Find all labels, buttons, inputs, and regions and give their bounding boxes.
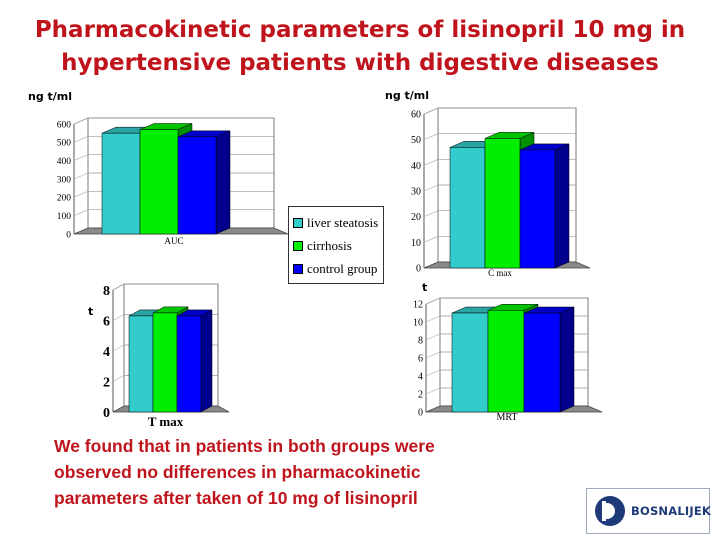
cmax-tick-label: 10 (411, 238, 421, 249)
legend-swatch-control-group (293, 263, 303, 274)
cmax-category-label: C max (488, 268, 512, 278)
slide-title: Pharmacokinetic parameters of lisinopril… (0, 14, 720, 80)
cmax-tick-label: 40 (411, 161, 421, 172)
cmax-unit-label: ng t/ml (385, 89, 430, 102)
conclusion-line-2: observed no differences in pharmacokinet… (54, 462, 421, 482)
mrt-tick-label: 2 (418, 390, 423, 401)
cmax-tick-label: 60 (411, 110, 421, 121)
tmax-category-label: T max (148, 414, 184, 429)
cmax-bar-control-group (519, 143, 570, 269)
tmax-tick-label: 4 (103, 345, 110, 360)
legend-swatch-liver-steatosis (293, 217, 303, 228)
mrt-gridline-side (425, 333, 441, 341)
cmax-gridline-side (423, 133, 439, 140)
legend-item-liver-steatosis: liver steatosis (293, 211, 383, 234)
cmax-tick-label: 20 (411, 212, 421, 223)
auc-gridline-side (73, 136, 89, 143)
auc-tick-label: 100 (57, 212, 72, 222)
tmax-tick-label: 6 (103, 314, 110, 329)
cmax-tick-label: 50 (411, 135, 421, 146)
logo-text: BOSNALIJEK (631, 504, 712, 518)
mrt-gridline-side (425, 351, 441, 359)
conclusion-text: We found that in patients in both groups… (54, 433, 594, 511)
mrt-chart: 0 2 4 6 8 10 12 MRT (413, 297, 603, 423)
legend-label: liver steatosis (307, 214, 379, 230)
tmax-gridline-side (112, 344, 125, 352)
tmax-tick-label: 8 (103, 284, 110, 299)
mrt-tick-label: 12 (413, 300, 423, 311)
chart-legend: liver steatosis cirrhosis control group (288, 206, 384, 284)
mrt-tick-label: 6 (418, 354, 423, 365)
mrt-tick-label: 10 (413, 318, 423, 329)
mrt-bar-control-group (523, 306, 575, 413)
mrt-tick-label: 0 (418, 408, 423, 419)
auc-unit-label: ng t/ml (28, 90, 73, 103)
tmax-unit-label: t (88, 305, 94, 318)
mrt-tick-label: 8 (418, 336, 423, 347)
legend-label: cirrhosis (307, 237, 352, 253)
auc-tick-label: 200 (57, 194, 72, 204)
cmax-gridline-side (423, 184, 439, 192)
auc-category-label: AUC (164, 236, 183, 246)
auc-tick-label: 600 (57, 120, 72, 130)
mrt-gridline-side (425, 297, 441, 305)
auc-tick-label: 400 (57, 157, 72, 167)
tmax-gridline-side (112, 283, 125, 291)
auc-gridline-side (73, 209, 89, 216)
tmax-chart: 0 2 4 6 8 T max (103, 283, 230, 429)
auc-tick-label: 500 (57, 139, 72, 149)
legend-item-cirrhosis: cirrhosis (293, 234, 383, 257)
conclusion-line-3: parameters after taken of 10 mg of lisin… (54, 488, 418, 508)
auc-gridline-side (73, 117, 89, 125)
legend-swatch-cirrhosis (293, 240, 303, 251)
cmax-chart: 0 10 20 30 40 50 60 C max (411, 107, 591, 278)
auc-gridline-side (73, 191, 89, 198)
tmax-gridline-side (112, 375, 125, 382)
mrt-gridline-side (425, 369, 441, 377)
mrt-unit-label: t (422, 281, 428, 294)
auc-gridline-side (73, 154, 89, 161)
company-logo: BOSNALIJEK (586, 488, 712, 534)
logo-mark-icon (595, 496, 625, 526)
cmax-gridline-side (423, 236, 439, 243)
cmax-tick-label: 0 (416, 264, 421, 275)
conclusion-line-1: We found that in patients in both groups… (54, 436, 435, 456)
title-line-1: Pharmacokinetic parameters of lisinopril… (34, 17, 686, 43)
mrt-gridline-side (425, 315, 441, 323)
legend-label: control group (307, 260, 378, 276)
tmax-bar-control-group (176, 309, 213, 413)
auc-gridline-side (73, 172, 89, 180)
auc-bar-control-group (177, 130, 231, 235)
cmax-gridline-side (423, 210, 439, 217)
cmax-gridline-side (423, 107, 439, 115)
legend-item-control-group: control group (293, 257, 383, 280)
mrt-gridline-side (425, 387, 441, 395)
cmax-gridline-side (423, 159, 439, 166)
tmax-gridline-side (112, 314, 125, 321)
cmax-tick-label: 30 (411, 187, 421, 198)
mrt-tick-label: 4 (418, 372, 423, 383)
auc-tick-label: 0 (66, 230, 71, 240)
auc-tick-label: 300 (57, 175, 72, 185)
tmax-tick-label: 2 (103, 375, 110, 390)
tmax-tick-label: 0 (103, 406, 110, 421)
mrt-category-label: MRT (496, 412, 517, 423)
title-line-2: hypertensive patients with digestive dis… (61, 50, 659, 76)
auc-chart: 0 100 200 300 400 500 600 AUC (57, 117, 289, 246)
